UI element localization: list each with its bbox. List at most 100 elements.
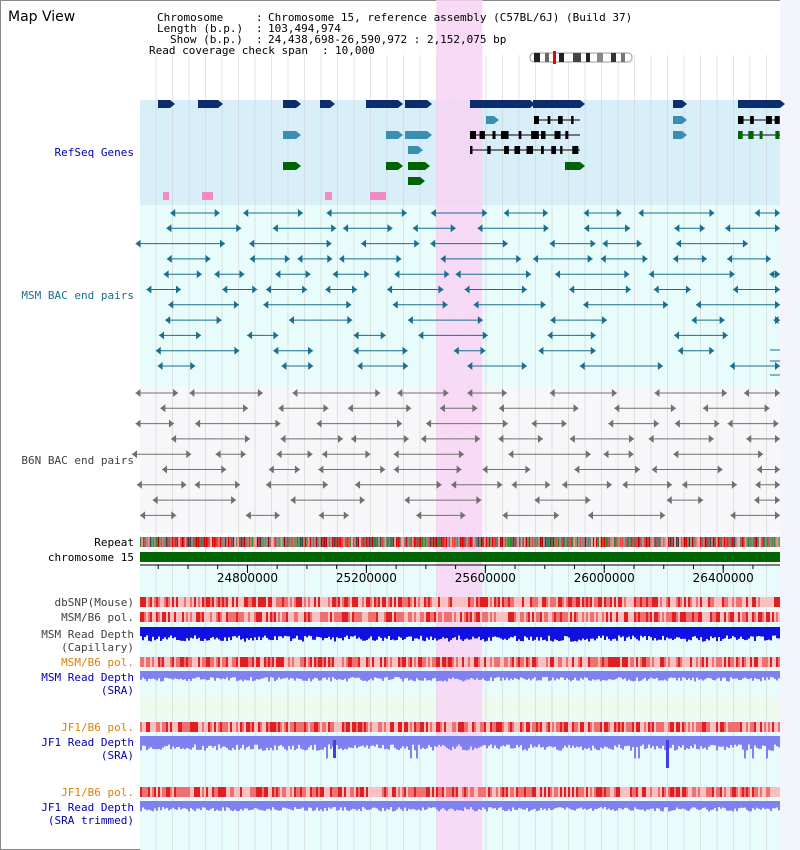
dbsnp-strip	[456, 597, 458, 607]
b6n-bac-end-left	[674, 419, 680, 428]
jf1-b6-pol-trimmed-strip	[664, 787, 666, 797]
dbsnp-strip	[360, 597, 362, 607]
dbsnp-strip	[504, 597, 506, 607]
jf1-b6-pol-strip	[274, 722, 276, 732]
repeat-block	[402, 537, 404, 547]
msm-depth-sra-bar	[656, 671, 658, 678]
msm-read-depth-sra-label[interactable]: MSM Read Depth (SRA)	[41, 671, 134, 697]
msm-bac-end-left	[673, 254, 679, 263]
dbsnp-strip	[734, 597, 736, 607]
b6n-bac-end-left	[502, 511, 508, 520]
jf1-b6-pol-strip	[730, 722, 732, 732]
jf1-b6-pol-trimmed-strip	[194, 787, 196, 797]
jf1-b6-pol-trimmed-strip	[736, 787, 738, 797]
dbsnp-strip	[270, 597, 272, 607]
jf1-b6-pol-trimmed-strip	[540, 787, 542, 797]
jf1-b6-pol-trimmed-strip	[354, 787, 356, 797]
msm-b6-pol-sra-strip	[142, 657, 144, 667]
msm-depth-cap-bar	[280, 627, 282, 637]
msm-b6-pol-track-label[interactable]: MSM/B6 pol.	[61, 611, 134, 624]
msm-b6-pol-sra-strip	[720, 657, 722, 667]
b6n-bac-end-left	[245, 511, 251, 520]
jf1-b6-pol-trimmed-strip	[704, 787, 706, 797]
repeat-block	[168, 537, 171, 547]
dbsnp-strip	[506, 597, 508, 607]
jf1-b6-pol-strip	[216, 722, 218, 732]
msm-depth-sra-bar	[312, 671, 314, 680]
jf1-depth-sra-bar	[436, 736, 438, 748]
repeat-block	[519, 537, 521, 547]
jf1-depth-trimmed-bar	[250, 801, 252, 810]
refseq-track-label[interactable]: RefSeq Genes	[54, 146, 134, 159]
msm-b6-pol-sra-strip	[764, 657, 766, 667]
b6n-bac-track-label[interactable]: B6N BAC end pairs	[21, 454, 134, 467]
jf1-b6-pol-trimmed-strip	[688, 787, 690, 797]
msm-bac-end-left	[387, 285, 393, 294]
b6n-bac-end-right	[525, 465, 531, 474]
jf1-depth-sra-bar	[498, 736, 500, 750]
jf1-b6-pol-strip	[164, 722, 166, 732]
dbsnp-strip	[576, 597, 578, 607]
b6n-bac-end-left	[746, 434, 752, 443]
jf1-depth-trimmed-bar	[488, 801, 490, 808]
msm-bac-end-left	[453, 346, 459, 355]
msm-b6-pol-strip	[708, 612, 710, 622]
jf1-b6-pol-trimmed-strip	[292, 787, 294, 797]
jf1-b6-pol-trimmed-strip	[278, 787, 280, 797]
msm-b6-pol-sra-strip	[444, 657, 446, 667]
msm-depth-cap-bar	[486, 627, 488, 641]
repeat-block	[231, 537, 233, 547]
msm-depth-cap-bar	[180, 627, 182, 641]
jf1-depth-sra-bar	[572, 736, 574, 746]
repeat-block	[306, 537, 308, 547]
jf1-b6-pol-trimmed-strip	[244, 787, 246, 797]
msm-bac-track-label[interactable]: MSM BAC end pairs	[21, 289, 134, 302]
jf1-b6-pol-strip	[760, 722, 762, 732]
msm-bac-end-right	[699, 224, 705, 233]
jf1-depth-sra-bar	[478, 736, 480, 748]
jf1-b6-pol-trimmed-strip	[722, 787, 724, 797]
jf1-b6-pol-track-label[interactable]: JF1/B6 pol.	[61, 721, 134, 734]
dbsnp-strip	[444, 597, 446, 607]
jf1-read-depth-trimmed-label[interactable]: JF1 Read Depth (SRA trimmed)	[41, 801, 134, 827]
msm-b6-pol-sra-track-label[interactable]: MSM/B6 pol.	[61, 656, 134, 669]
repeat-block	[692, 537, 694, 547]
msm-b6-pol-strip	[178, 612, 180, 622]
jf1-depth-sra-bar	[360, 736, 362, 747]
jf1-b6-pol-strip	[172, 722, 174, 732]
msm-bac-end-right	[502, 239, 508, 248]
msm-depth-sra-bar	[724, 671, 726, 678]
jf1-b6-pol-trimmed-strip	[478, 787, 480, 797]
jf1-depth-sra-bar	[404, 736, 406, 749]
msm-b6-pol-strip	[326, 612, 328, 622]
jf1-depth-sra-bar	[190, 736, 192, 750]
repeat-block	[383, 537, 385, 547]
msm-depth-sra-bar	[492, 671, 494, 682]
jf1-read-depth-sra-label[interactable]: JF1 Read Depth (SRA)	[41, 736, 134, 762]
jf1-depth-trimmed-bar	[494, 801, 496, 809]
jf1-b6-pol-strip	[564, 722, 566, 732]
msm-depth-cap-bar	[372, 627, 374, 641]
dbsnp-track-label[interactable]: dbSNP(Mouse)	[54, 596, 134, 609]
jf1-b6-pol-trimmed-strip	[584, 787, 586, 797]
jf1-b6-pol-strip	[336, 722, 338, 732]
dbsnp-strip	[174, 597, 176, 607]
jf1-depth-trimmed-bar	[776, 801, 778, 808]
jf1-b6-pol-trimmed-strip	[332, 787, 334, 797]
msm-bac-end-right	[636, 239, 642, 248]
jf1-depth-sra-bar	[662, 736, 664, 746]
msm-b6-pol-strip	[228, 612, 230, 622]
jf1-b6-pol-trimmed-strip	[412, 787, 414, 797]
msm-bac-end-left	[653, 285, 659, 294]
dbsnp-strip	[182, 597, 184, 607]
msm-depth-sra-bar	[388, 671, 390, 680]
msm-read-depth-capillary-label[interactable]: MSM Read Depth (Capillary)	[41, 628, 134, 654]
msm-b6-pol-sra-strip	[546, 657, 548, 667]
msm-bac-end-right	[590, 331, 596, 340]
repeat-block	[415, 537, 417, 547]
jf1-b6-pol-trimmed-strip	[732, 787, 734, 797]
repeat-block	[301, 537, 303, 547]
msm-depth-sra-bar	[380, 671, 382, 679]
jf1-b6-pol-trimmed-track-label[interactable]: JF1/B6 pol.	[61, 786, 134, 799]
